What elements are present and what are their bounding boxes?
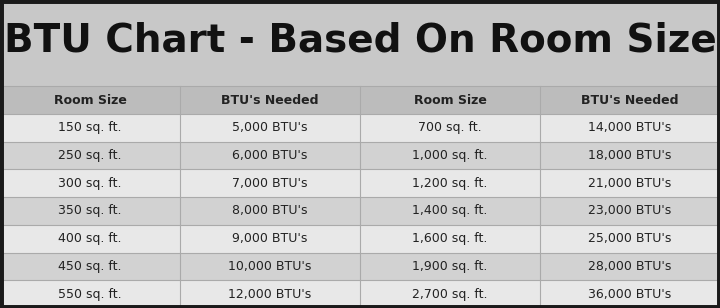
Text: 5,000 BTU's: 5,000 BTU's xyxy=(233,121,307,134)
Text: 1,600 sq. ft.: 1,600 sq. ft. xyxy=(413,232,487,245)
Text: 350 sq. ft.: 350 sq. ft. xyxy=(58,205,122,217)
Bar xyxy=(0,86,720,114)
Text: 7,000 BTU's: 7,000 BTU's xyxy=(233,177,307,190)
Text: 10,000 BTU's: 10,000 BTU's xyxy=(228,260,312,273)
Text: 700 sq. ft.: 700 sq. ft. xyxy=(418,121,482,134)
Text: 12,000 BTU's: 12,000 BTU's xyxy=(228,288,312,301)
Text: 550 sq. ft.: 550 sq. ft. xyxy=(58,288,122,301)
Text: 1,900 sq. ft.: 1,900 sq. ft. xyxy=(413,260,487,273)
Text: 1,400 sq. ft.: 1,400 sq. ft. xyxy=(413,205,487,217)
Text: 25,000 BTU's: 25,000 BTU's xyxy=(588,232,672,245)
Text: Room Size: Room Size xyxy=(53,94,127,107)
Text: 9,000 BTU's: 9,000 BTU's xyxy=(233,232,307,245)
Text: 300 sq. ft.: 300 sq. ft. xyxy=(58,177,122,190)
Bar xyxy=(0,253,720,280)
Text: 14,000 BTU's: 14,000 BTU's xyxy=(588,121,672,134)
Text: 28,000 BTU's: 28,000 BTU's xyxy=(588,260,672,273)
Bar xyxy=(0,169,720,197)
Text: 250 sq. ft.: 250 sq. ft. xyxy=(58,149,122,162)
Bar xyxy=(0,225,720,253)
Bar xyxy=(0,280,720,308)
Text: 18,000 BTU's: 18,000 BTU's xyxy=(588,149,672,162)
Text: 1,200 sq. ft.: 1,200 sq. ft. xyxy=(413,177,487,190)
Text: 8,000 BTU's: 8,000 BTU's xyxy=(233,205,307,217)
Text: 23,000 BTU's: 23,000 BTU's xyxy=(588,205,672,217)
Text: BTU's Needed: BTU's Needed xyxy=(221,94,319,107)
Text: BTU's Needed: BTU's Needed xyxy=(581,94,679,107)
Text: 6,000 BTU's: 6,000 BTU's xyxy=(233,149,307,162)
Text: 450 sq. ft.: 450 sq. ft. xyxy=(58,260,122,273)
Bar xyxy=(0,197,720,225)
Text: Room Size: Room Size xyxy=(413,94,487,107)
Bar xyxy=(0,114,720,142)
Text: 21,000 BTU's: 21,000 BTU's xyxy=(588,177,672,190)
Text: 400 sq. ft.: 400 sq. ft. xyxy=(58,232,122,245)
Text: 1,000 sq. ft.: 1,000 sq. ft. xyxy=(413,149,487,162)
Bar xyxy=(0,142,720,169)
Bar xyxy=(0,0,720,86)
Text: 2,700 sq. ft.: 2,700 sq. ft. xyxy=(413,288,487,301)
Text: 36,000 BTU's: 36,000 BTU's xyxy=(588,288,672,301)
Text: BTU Chart - Based On Room Size: BTU Chart - Based On Room Size xyxy=(4,21,716,59)
Text: 150 sq. ft.: 150 sq. ft. xyxy=(58,121,122,134)
